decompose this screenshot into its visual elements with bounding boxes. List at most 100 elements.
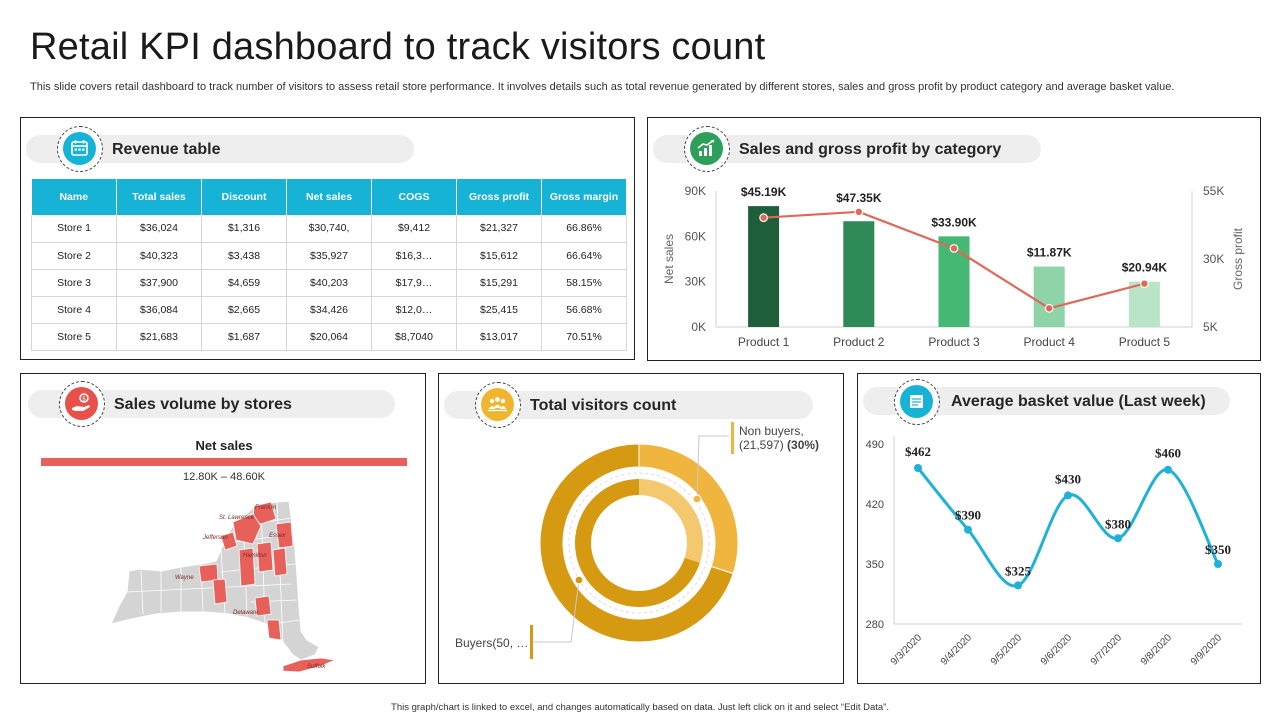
- map-highlighted-counties: [198, 501, 337, 673]
- net-sales-bar: [1033, 266, 1065, 327]
- table-cell: $1,316: [201, 215, 287, 243]
- table-cell: $17,9…: [371, 269, 457, 297]
- table-cell: $37,900: [116, 269, 202, 297]
- x-tick-label: Product 5: [1119, 335, 1171, 349]
- table-cell: $36,024: [116, 215, 202, 243]
- region-label: Wayne: [175, 575, 194, 581]
- table-cell: Store 2: [31, 242, 117, 270]
- donut-dashed-ring: [568, 472, 710, 614]
- col-header: Net sales: [286, 179, 372, 215]
- y-tick-label: 90K: [685, 184, 706, 198]
- table-cell: $21,683: [116, 323, 202, 351]
- revenue-table: Name Total sales Discount Net sales COGS…: [31, 179, 627, 351]
- region-label: Suffolk: [307, 664, 326, 670]
- non-buyers-legend: Non buyers, (21,597) (30%): [739, 424, 819, 452]
- non-buyers-legend-bar: [731, 422, 734, 454]
- table-cell: $25,415: [456, 296, 542, 324]
- non-buyers-value: (21,597): [739, 438, 784, 452]
- sales-profit-title: Sales and gross profit by category: [739, 141, 1002, 158]
- basket-title: Average basket value (Last week): [951, 393, 1206, 410]
- map-legend-range: 12.80K – 48.60K: [183, 471, 265, 483]
- basket-value-point: [1114, 534, 1122, 543]
- table-cell: 66.64%: [541, 242, 627, 270]
- visitors-badge: [475, 382, 521, 428]
- region-label: Hamilton: [243, 553, 267, 559]
- col-header: COGS: [371, 179, 457, 215]
- buyers-leader-line: [533, 579, 580, 643]
- growth-chart-icon: [697, 139, 715, 156]
- col-header: Gross margin: [541, 179, 627, 215]
- basket-icon: [910, 395, 923, 408]
- page-subtitle: This slide covers retail dashboard to tr…: [30, 81, 1175, 93]
- y-tick-label: 490: [866, 439, 884, 451]
- sales-volume-title: Sales volume by stores: [114, 396, 292, 413]
- basket-value-point: [1014, 581, 1022, 590]
- sales-profit-panel: Sales and gross profit by category 0K 30K…: [647, 117, 1261, 361]
- y2-tick-label: 30K: [1203, 252, 1224, 266]
- basket-value-point: [1064, 491, 1072, 500]
- county-st-lawrence: [232, 513, 262, 545]
- x-tick-label: 9/5/2020: [989, 632, 1025, 668]
- table-cell: $20,064: [286, 323, 372, 351]
- y-tick-label: 280: [866, 619, 884, 631]
- basket-value-label: $350: [1205, 542, 1231, 557]
- y2-tick-label: 5K: [1203, 320, 1218, 334]
- region-label: Jefferson: [202, 535, 228, 541]
- y-tick-label: 60K: [685, 229, 706, 243]
- county-hamilton: [256, 541, 274, 573]
- x-tick-label: Product 4: [1024, 335, 1076, 349]
- col-header: Total sales: [116, 179, 202, 215]
- net-sales-bar: [748, 206, 780, 327]
- table-cell: $12,0…: [371, 296, 457, 324]
- table-cell: 70.51%: [541, 323, 627, 351]
- col-header: Discount: [201, 179, 287, 215]
- county-ulster: [266, 619, 282, 641]
- basket-value-point: [964, 525, 972, 534]
- page-footer: This graph/chart is linked to excel, and…: [391, 702, 889, 713]
- basket-value-point: [1164, 465, 1172, 474]
- non-buyers-leader-line: [696, 435, 729, 500]
- table-cell: $15,291: [456, 269, 542, 297]
- revenue-badge: [57, 126, 103, 172]
- county-suffolk: [282, 657, 337, 673]
- gross-profit-label: $47.35K: [836, 191, 882, 205]
- basket-value-label: $380: [1105, 516, 1131, 531]
- revenue-title: Revenue table: [112, 141, 221, 158]
- table-row: Store 4 $36,084 $2,665 $34,426 $12,0… $2…: [31, 296, 627, 324]
- col-header: Name: [31, 179, 117, 215]
- table-row: Store 2 $40,323 $3,438 $35,927 $16,3… $1…: [31, 242, 627, 270]
- visitors-title: Total visitors count: [530, 397, 677, 414]
- table-cell: $2,665: [201, 296, 287, 324]
- table-cell: 66.86%: [541, 215, 627, 243]
- table-cell: $13,017: [456, 323, 542, 351]
- table-cell: Store 5: [31, 323, 117, 351]
- x-tick-label: Product 1: [738, 335, 790, 349]
- table-cell: $15,612: [456, 242, 542, 270]
- x-tick-label: 9/4/2020: [939, 632, 975, 668]
- county-delaware: [254, 595, 272, 617]
- y-tick-label: 420: [866, 499, 884, 511]
- sales-profit-badge: [684, 126, 730, 172]
- sales-volume-badge: $: [59, 381, 105, 427]
- county-warren: [272, 547, 288, 577]
- basket-line-chart: 280 350 420 490 $462 9/3/2020 $390 9/4/2020 $325…: [866, 436, 1242, 668]
- basket-value-label: $462: [905, 444, 931, 459]
- y-axis-title: Net sales: [662, 234, 676, 284]
- visitors-panel: Total visitors count Non buyers, (21,597…: [438, 373, 844, 684]
- region-label: Delaware: [233, 610, 259, 616]
- x-tick-label: 9/7/2020: [1089, 632, 1125, 668]
- gross-profit-point: [1044, 303, 1054, 313]
- y-tick-label: 30K: [685, 275, 706, 289]
- basket-panel: Average basket value (Last week) 280 350 4…: [857, 373, 1261, 684]
- y2-tick-label: 55K: [1203, 184, 1224, 198]
- buyers-legend-bar: [530, 625, 533, 659]
- hand-money-icon: $: [72, 393, 90, 411]
- buyers-legend: Buyers(50, …: [455, 636, 529, 650]
- sales-volume-panel: $ Sales volume by stores Net sales 12.80…: [20, 373, 426, 684]
- table-cell: $4,659: [201, 269, 287, 297]
- county-wayne: [198, 563, 219, 583]
- gross-profit-point: [949, 243, 959, 253]
- revenue-header-row: Name Total sales Discount Net sales COGS…: [31, 179, 627, 215]
- x-tick-label: 9/3/2020: [889, 632, 925, 668]
- gross-profit-label: $20.94K: [1122, 261, 1168, 275]
